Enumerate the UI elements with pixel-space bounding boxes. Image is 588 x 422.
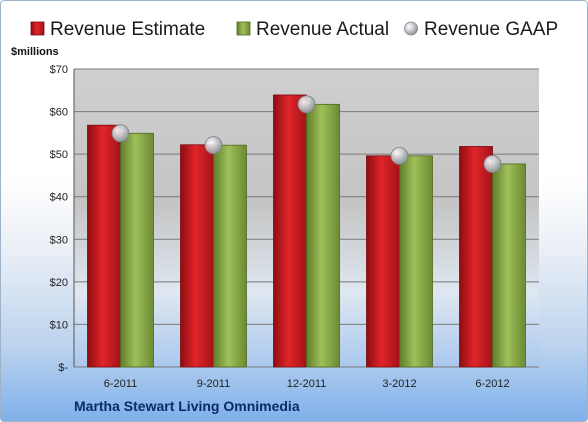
legend-revenue-gaap-label: Revenue GAAP <box>424 19 558 40</box>
x-tick-label: 3-2012 <box>382 378 416 390</box>
x-tick-label: 9-2011 <box>197 378 230 390</box>
x-tick-label: 6-2012 <box>475 378 509 390</box>
legend-revenue-actual-label: Revenue Actual <box>256 19 389 40</box>
bar-revenue-estimate <box>366 155 400 368</box>
bar-revenue-estimate <box>180 144 214 368</box>
marker-revenue-gaap <box>111 124 130 143</box>
y-tick-label: $20 <box>50 277 68 289</box>
bar-revenue-actual <box>213 144 247 368</box>
y-tick-label: $60 <box>50 107 68 119</box>
legend-revenue-actual-swatch <box>236 21 251 36</box>
bar-revenue-estimate <box>87 124 121 368</box>
bar-revenue-estimate <box>459 146 493 368</box>
y-tick-label: $70 <box>50 64 68 76</box>
x-tick-label: 12-2011 <box>287 378 327 390</box>
legend-revenue-gaap-swatch <box>404 21 418 36</box>
bar-revenue-estimate <box>273 94 307 368</box>
company-name: Martha Stewart Living Omnimedia <box>74 398 300 414</box>
bar-revenue-actual <box>492 163 526 368</box>
x-tick-label: 6-2011 <box>104 378 137 390</box>
bar-revenue-actual <box>120 132 154 368</box>
y-tick-label: $40 <box>50 192 68 204</box>
legend-revenue-estimate-swatch <box>30 21 45 36</box>
y-tick-label: $- <box>58 362 68 374</box>
bar-revenue-actual <box>306 103 340 368</box>
y-axis-unit-label: $millions <box>11 46 59 58</box>
y-tick-label: $10 <box>50 319 68 331</box>
y-tick-label: $50 <box>50 149 68 161</box>
marker-revenue-gaap <box>297 95 316 114</box>
y-tick-label: $30 <box>50 234 68 246</box>
marker-revenue-gaap <box>204 136 223 155</box>
bar-revenue-actual <box>399 155 433 368</box>
marker-revenue-gaap <box>483 155 502 173</box>
legend-revenue-estimate-label: Revenue Estimate <box>50 19 205 40</box>
marker-revenue-gaap <box>390 146 409 165</box>
